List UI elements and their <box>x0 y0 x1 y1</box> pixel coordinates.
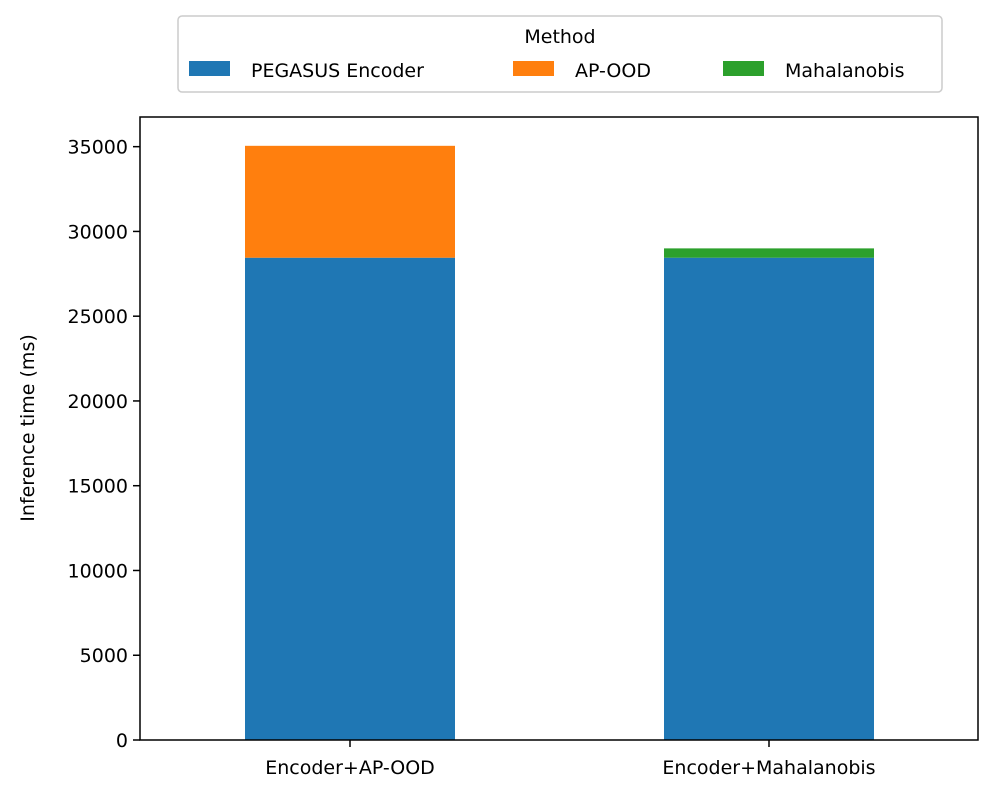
y-tick-label: 35000 <box>68 137 128 159</box>
legend-label-mahalanobis: Mahalanobis <box>785 60 905 82</box>
bar-ap-ood-encoder-ap-ood <box>245 145 455 258</box>
y-tick-label: 25000 <box>68 306 128 328</box>
y-tick-label: 15000 <box>68 476 128 498</box>
x-axis: Encoder+AP-OOD Encoder+Mahalanobis <box>265 740 876 779</box>
y-axis: 0 5000 10000 15000 20000 25000 30000 35000 <box>68 137 140 752</box>
bar-mahalanobis-encoder-mahalanobis <box>664 248 874 258</box>
y-axis-label: Inference time (ms) <box>17 334 39 522</box>
legend-label-ap-ood: AP-OOD <box>575 60 651 82</box>
y-tick-label: 20000 <box>68 391 128 413</box>
y-tick-label: 5000 <box>80 645 128 667</box>
legend: Method PEGASUS Encoder AP-OOD Mahalanobis <box>177 15 943 93</box>
legend-label-pegasus-encoder: PEGASUS Encoder <box>251 60 424 82</box>
legend-swatch-ap-ood <box>513 61 554 76</box>
y-tick-label: 30000 <box>68 221 128 243</box>
x-tick-label: Encoder+Mahalanobis <box>662 757 875 779</box>
bar-pegasus-encoder-encoder-mahalanobis <box>664 257 874 740</box>
x-tick-label: Encoder+AP-OOD <box>265 757 435 779</box>
legend-title: Method <box>524 26 595 48</box>
bar-pegasus-encoder-encoder-ap-ood <box>245 257 455 740</box>
y-tick-label: 10000 <box>68 560 128 582</box>
y-tick-label: 0 <box>116 730 128 752</box>
legend-entries: PEGASUS Encoder AP-OOD Mahalanobis <box>189 60 905 82</box>
legend-swatch-pegasus-encoder <box>189 61 230 76</box>
bars-group <box>245 145 874 740</box>
legend-swatch-mahalanobis <box>723 61 764 76</box>
plot-frame <box>139 116 979 741</box>
